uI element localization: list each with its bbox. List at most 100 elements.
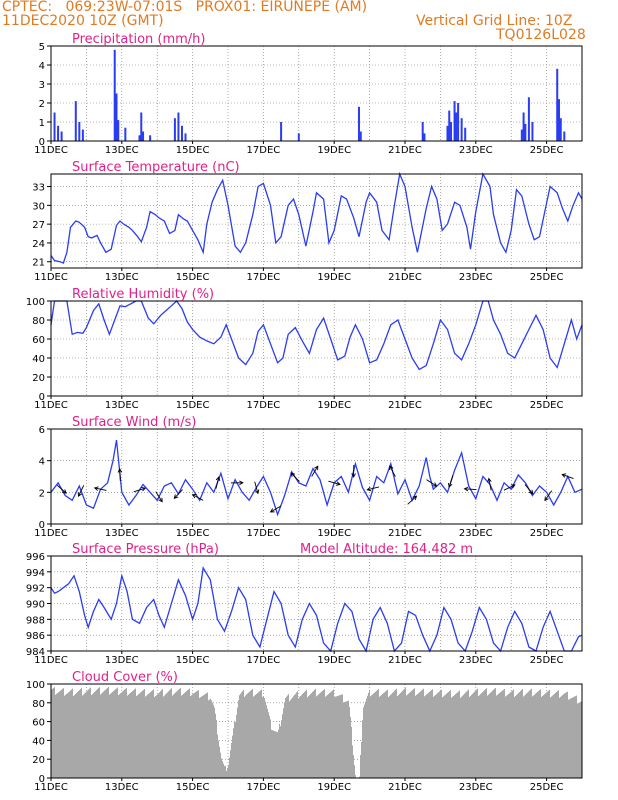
precip-bar	[423, 133, 426, 141]
cloud-bar	[353, 755, 354, 778]
precip-bar	[297, 133, 300, 141]
cloud-bar	[418, 693, 419, 778]
cloud-bar	[523, 696, 524, 778]
cloud-bar	[473, 692, 474, 778]
precip-bar	[357, 106, 360, 141]
cloud-bar	[95, 691, 96, 778]
cloud-bar	[292, 697, 293, 778]
cloud-bar	[509, 693, 510, 778]
cloud-bar	[75, 694, 76, 778]
cloud-bar	[288, 694, 289, 778]
cloud-bar	[442, 697, 443, 778]
cloud-bar	[398, 695, 399, 778]
cloud-bar	[94, 692, 95, 778]
cloud-bar	[392, 692, 393, 778]
cloud-bar	[86, 691, 87, 778]
cloud-bar	[322, 690, 323, 778]
cloud-bar	[66, 694, 67, 778]
cloud-bar	[521, 690, 522, 778]
cloud-bar	[470, 695, 471, 778]
y-tick-label: 990	[26, 600, 45, 611]
cloud-bar	[297, 691, 298, 778]
cloud-bar	[206, 693, 207, 778]
cloud-bar	[91, 695, 92, 778]
y-tick-label: 4	[39, 457, 45, 468]
cloud-bar	[421, 690, 422, 778]
cloud-bar	[150, 692, 151, 778]
cloud-bar	[346, 701, 347, 778]
cloud-bar	[395, 689, 396, 778]
cloud-bar	[386, 690, 387, 778]
y-tick-label: 6	[39, 425, 45, 436]
cloud-bar	[578, 702, 579, 778]
cloud-bar	[575, 696, 576, 778]
cloud-bar	[565, 692, 566, 778]
cloud-bar	[270, 719, 271, 778]
cloud-bar	[271, 729, 272, 778]
precip-bar	[359, 131, 362, 141]
cloud-bar	[410, 691, 411, 778]
cloud-bar	[329, 693, 330, 778]
cloud-bar	[252, 689, 253, 778]
cloud-bar	[480, 694, 481, 778]
x-tick-label: 15DEC	[176, 528, 210, 539]
cloud-bar	[173, 694, 174, 778]
wind-direction-arrow	[270, 505, 282, 513]
cloud-bar	[185, 692, 186, 778]
cloud-bar	[431, 690, 432, 778]
cloud-bar	[148, 693, 149, 778]
cloud-bar	[449, 691, 450, 778]
cloud-bar	[444, 695, 445, 778]
precip-bar	[524, 123, 527, 141]
cloud-bar	[57, 693, 58, 778]
cloud-bar	[251, 689, 252, 778]
y-tick-label: 0	[39, 774, 45, 785]
cloud-bar	[443, 696, 444, 778]
y-tick-label: 988	[26, 615, 45, 626]
cloud-bar	[284, 702, 285, 778]
cloud-bar	[235, 722, 236, 778]
precip-bar	[522, 112, 525, 141]
cloud-bar	[375, 691, 376, 778]
cloud-bar	[105, 689, 106, 778]
cloud-bar	[422, 689, 423, 778]
precip-bar	[527, 97, 530, 141]
cloud-bar	[569, 699, 570, 778]
wind-direction-arrow	[192, 494, 204, 501]
precip-bar	[53, 112, 56, 141]
cloud-bar	[265, 701, 266, 778]
cloud-bar	[92, 694, 93, 778]
cloud-bar	[123, 690, 124, 778]
cloud-bar	[273, 730, 274, 778]
cloud-bar	[262, 697, 263, 778]
x-tick-label: 15DEC	[176, 400, 210, 411]
cloud-bar	[82, 695, 83, 778]
cloud-bar	[472, 693, 473, 778]
cloud-bar	[52, 688, 53, 778]
cloud-bar	[424, 696, 425, 778]
cloud-bar	[178, 689, 179, 778]
cloud-bar	[518, 693, 519, 778]
cloud-bar	[394, 690, 395, 778]
cloud-bar	[543, 695, 544, 778]
wind-title: Surface Wind (m/s)	[72, 415, 196, 430]
cloud-bar	[312, 691, 313, 778]
cloud-bar	[553, 694, 554, 778]
cloud-bar	[564, 693, 565, 778]
precip-bar	[60, 131, 63, 141]
cloud-bar	[359, 776, 360, 778]
cloud-bar	[325, 696, 326, 778]
cloud-bar	[68, 692, 69, 778]
cloud-bar	[563, 694, 564, 778]
cloud-bar	[61, 689, 62, 778]
cloud-bar	[304, 691, 305, 778]
cloud-bar	[488, 694, 489, 778]
y-tick-label: 1	[39, 118, 45, 129]
precip-bar	[448, 110, 451, 141]
cloud-bar	[230, 750, 231, 778]
precip-bar	[142, 131, 145, 141]
cloud-bar	[435, 694, 436, 778]
precip-bar	[140, 112, 143, 141]
cloud-bar	[188, 689, 189, 778]
x-tick-label: 11DEC	[34, 400, 68, 411]
